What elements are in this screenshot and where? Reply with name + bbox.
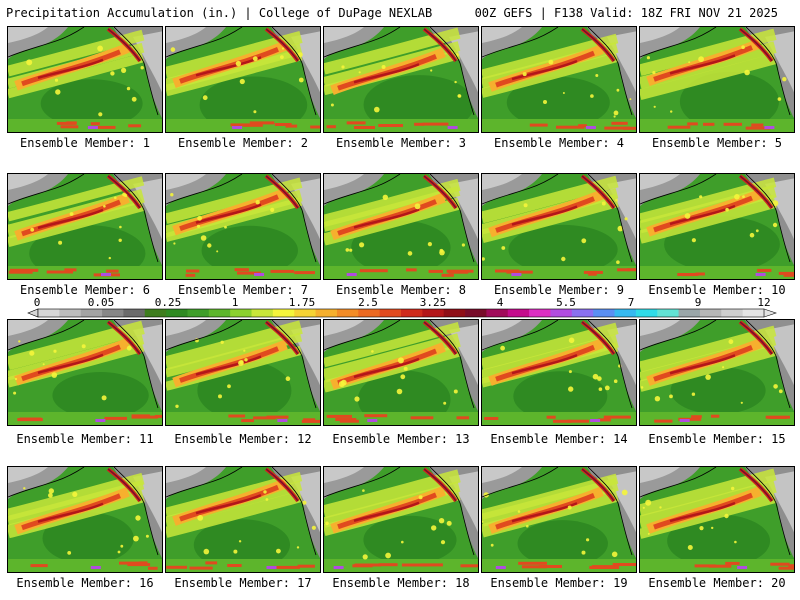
colorbar-swatch: [486, 309, 509, 317]
ensemble-member-map: [323, 26, 479, 133]
ensemble-member-label: Ensemble Member: 5: [651, 136, 783, 150]
colorbar-swatch: [272, 309, 295, 317]
colorbar-tick-label: 4: [497, 297, 504, 309]
colorbar-swatch: [550, 309, 573, 317]
ensemble-member-map: [7, 319, 163, 426]
ensemble-member-label: Ensemble Member: 15: [648, 432, 786, 446]
colorbar-swatch: [336, 309, 359, 317]
ensemble-member-map: [323, 319, 479, 426]
colorbar-tick-label: 5.5: [556, 297, 576, 309]
colorbar-swatch: [294, 309, 316, 317]
ensemble-member-label: Ensemble Member: 2: [177, 136, 309, 150]
ensemble-member-label: Ensemble Member: 20: [648, 576, 786, 590]
ensemble-member-map: [7, 173, 163, 280]
ensemble-member-label: Ensemble Member: 16: [16, 576, 154, 590]
ensemble-member-map: [481, 173, 637, 280]
ensemble-member-label: Ensemble Member: 12: [174, 432, 312, 446]
ensemble-member-map: [165, 466, 321, 573]
colorbar-tick-label: 9: [695, 297, 702, 309]
colorbar-swatch: [443, 309, 466, 317]
colorbar-swatch: [80, 309, 103, 317]
colorbar-swatch: [593, 309, 615, 317]
colorbar-tick-label: 0.05: [88, 297, 115, 309]
model-run-info: 00Z GEFS | F138 Valid: 18Z FRI NOV 21 20…: [474, 6, 778, 20]
ensemble-member-map: [481, 26, 637, 133]
colorbar-swatch: [251, 309, 274, 317]
ensemble-member-label: Ensemble Member: 19: [490, 576, 628, 590]
ensemble-member-map: [7, 26, 163, 133]
ensemble-member-map: [323, 173, 479, 280]
ensemble-member-label: Ensemble Member: 9: [493, 283, 625, 297]
colorbar-swatch: [102, 309, 124, 317]
colorbar-tick-label: 0: [34, 297, 41, 309]
ensemble-member-label: Ensemble Member: 6: [19, 283, 151, 297]
ensemble-member-label: Ensemble Member: 10: [648, 283, 786, 297]
ensemble-member-label: Ensemble Member: 3: [335, 136, 467, 150]
colorbar-swatch: [187, 309, 210, 317]
colorbar-tick-label: 3.25: [420, 297, 447, 309]
colorbar-swatch: [358, 309, 381, 317]
colorbar-swatch: [635, 309, 658, 317]
ensemble-member-map: [639, 173, 795, 280]
ensemble-member-map: [639, 26, 795, 133]
colorbar-max-arrow: [763, 308, 777, 318]
ensemble-member-label: Ensemble Member: 18: [332, 576, 470, 590]
colorbar-swatch: [678, 309, 701, 317]
colorbar-swatch: [614, 309, 637, 317]
ensemble-member-label: Ensemble Member: 14: [490, 432, 628, 446]
colorbar-swatch: [742, 309, 765, 317]
colorbar-swatch: [123, 309, 146, 317]
colorbar-swatch: [721, 309, 744, 317]
ensemble-member-label: Ensemble Member: 17: [174, 576, 312, 590]
ensemble-member-label: Ensemble Member: 4: [493, 136, 625, 150]
ensemble-member-map: [165, 26, 321, 133]
colorbar-swatch: [379, 309, 402, 317]
colorbar-swatch: [144, 309, 167, 317]
colorbar-swatch: [529, 309, 551, 317]
colorbar-swatch: [422, 309, 445, 317]
colorbar-swatch: [657, 309, 679, 317]
colorbar-tick-label: 2.5: [358, 297, 378, 309]
colorbar-swatch: [315, 309, 338, 317]
colorbar-swatch: [59, 309, 82, 317]
colorbar-swatch: [208, 309, 231, 317]
ensemble-member-map: [481, 466, 637, 573]
colorbar-tick-label: 1.75: [289, 297, 316, 309]
ensemble-member-label: Ensemble Member: 8: [335, 283, 467, 297]
ensemble-member-map: [639, 466, 795, 573]
colorbar-swatch: [507, 309, 530, 317]
ensemble-member-map: [165, 319, 321, 426]
ensemble-member-map: [323, 466, 479, 573]
ensemble-member-label: Ensemble Member: 13: [332, 432, 470, 446]
ensemble-member-label: Ensemble Member: 11: [16, 432, 154, 446]
colorbar-tick-label: 0.25: [155, 297, 182, 309]
colorbar-tick-label: 7: [628, 297, 635, 309]
ensemble-member-label: Ensemble Member: 7: [177, 283, 309, 297]
colorbar-swatch: [465, 309, 487, 317]
ensemble-member-map: [481, 319, 637, 426]
ensemble-member-map: [639, 319, 795, 426]
colorbar-tick-label: 12: [757, 297, 770, 309]
colorbar-swatch: [401, 309, 423, 317]
colorbar-swatch: [38, 309, 60, 317]
ensemble-member-map: [165, 173, 321, 280]
precipitation-colorbar: 0 0.05 0.25 1 1.75 2.5 3.25 4 5.5 7 9 12: [0, 297, 800, 321]
colorbar-tick-label: 1: [232, 297, 239, 309]
ensemble-member-label: Ensemble Member: 1: [19, 136, 151, 150]
colorbar-swatch: [699, 309, 722, 317]
map-title: Precipitation Accumulation (in.) | Colle…: [6, 6, 433, 20]
colorbar-swatch: [166, 309, 188, 317]
colorbar-swatch: [230, 309, 252, 317]
ensemble-member-map: [7, 466, 163, 573]
colorbar-swatch: [571, 309, 594, 317]
colorbar-min-arrow: [27, 308, 39, 318]
